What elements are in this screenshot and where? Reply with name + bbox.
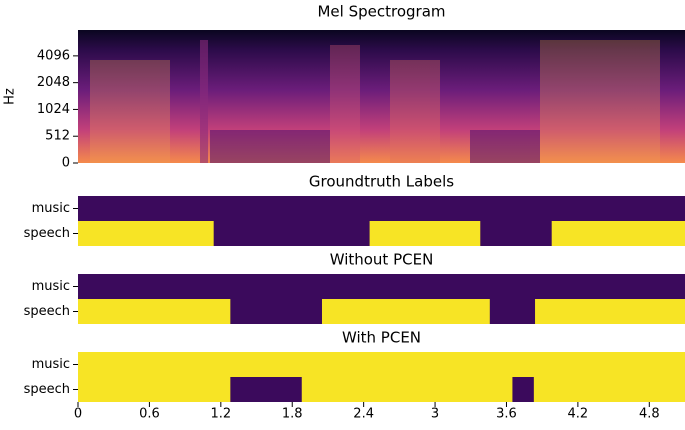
label-segment	[551, 221, 685, 246]
y-tick-label: 1024	[37, 102, 70, 117]
y-tick-label: music	[32, 201, 70, 216]
chart-title: Groundtruth Labels	[309, 173, 454, 191]
spectrogram-image	[78, 30, 685, 163]
y-tick-label: music	[32, 357, 70, 372]
y-axis-label: Hz	[3, 88, 18, 105]
x-tick-label: 1.2	[210, 407, 231, 422]
x-tick-label: 3.6	[496, 407, 517, 422]
label-segment	[533, 377, 685, 402]
y-tick-label: speech	[24, 304, 70, 319]
chart-title: Without PCEN	[330, 251, 434, 269]
x-tick-label: 0.6	[139, 407, 160, 422]
x-tick-label: 4.2	[568, 407, 589, 422]
y-tick-label: 2048	[37, 75, 70, 90]
label-segment	[78, 221, 214, 246]
y-tick-label: 512	[45, 129, 70, 144]
label-segment	[78, 377, 231, 402]
y-tick-label: 4096	[37, 48, 70, 63]
x-tick-label: 0	[74, 407, 82, 422]
label-segment	[535, 299, 685, 324]
x-tick-label: 1.8	[282, 407, 303, 422]
y-tick-label: speech	[24, 382, 70, 397]
label-segment	[369, 221, 481, 246]
y-tick-label: 0	[62, 156, 70, 171]
chart-title: With PCEN	[342, 329, 421, 347]
label-segment	[78, 299, 231, 324]
label-segment	[78, 352, 685, 377]
x-tick-label: 2.4	[353, 407, 374, 422]
x-tick-label: 3	[431, 407, 439, 422]
label-segment	[301, 377, 513, 402]
chart-title: Mel Spectrogram	[317, 3, 445, 21]
label-segment	[321, 299, 490, 324]
y-tick-label: music	[32, 279, 70, 294]
y-tick-label: speech	[24, 226, 70, 241]
x-tick-label: 4.8	[639, 407, 660, 422]
